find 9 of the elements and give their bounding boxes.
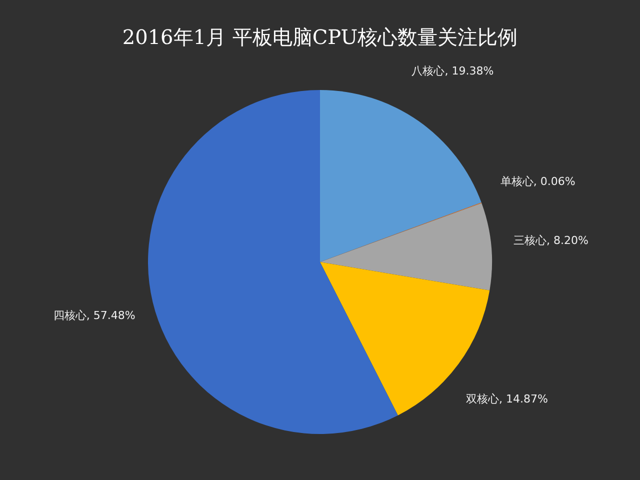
slice-label: 八核心, 19.38% [412,64,494,78]
pie-slice [148,90,398,434]
pie-slice [320,203,492,290]
slice-label: 单核心, 0.06% [500,175,576,188]
slice-label: 三核心, 8.20% [514,234,588,247]
pie-slice [320,90,482,262]
slice-label: 双核心, 14.87% [466,392,548,406]
slice-label: 四核心, 57.48% [53,309,136,322]
chart-title: 2016年1月 平板电脑CPU核心数量关注比例 [122,25,518,49]
